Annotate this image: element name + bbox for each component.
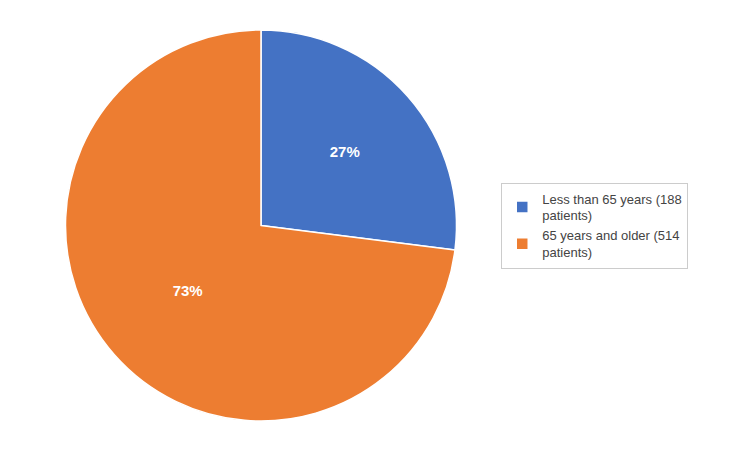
svg-text:65 years and older (514patient: 65 years and older (514patients) (542, 228, 679, 260)
svg-text:73%: 73% (173, 282, 203, 299)
svg-text:27%: 27% (330, 143, 360, 160)
svg-text:Less than 65 years (188patient: Less than 65 years (188patients) (542, 192, 681, 224)
